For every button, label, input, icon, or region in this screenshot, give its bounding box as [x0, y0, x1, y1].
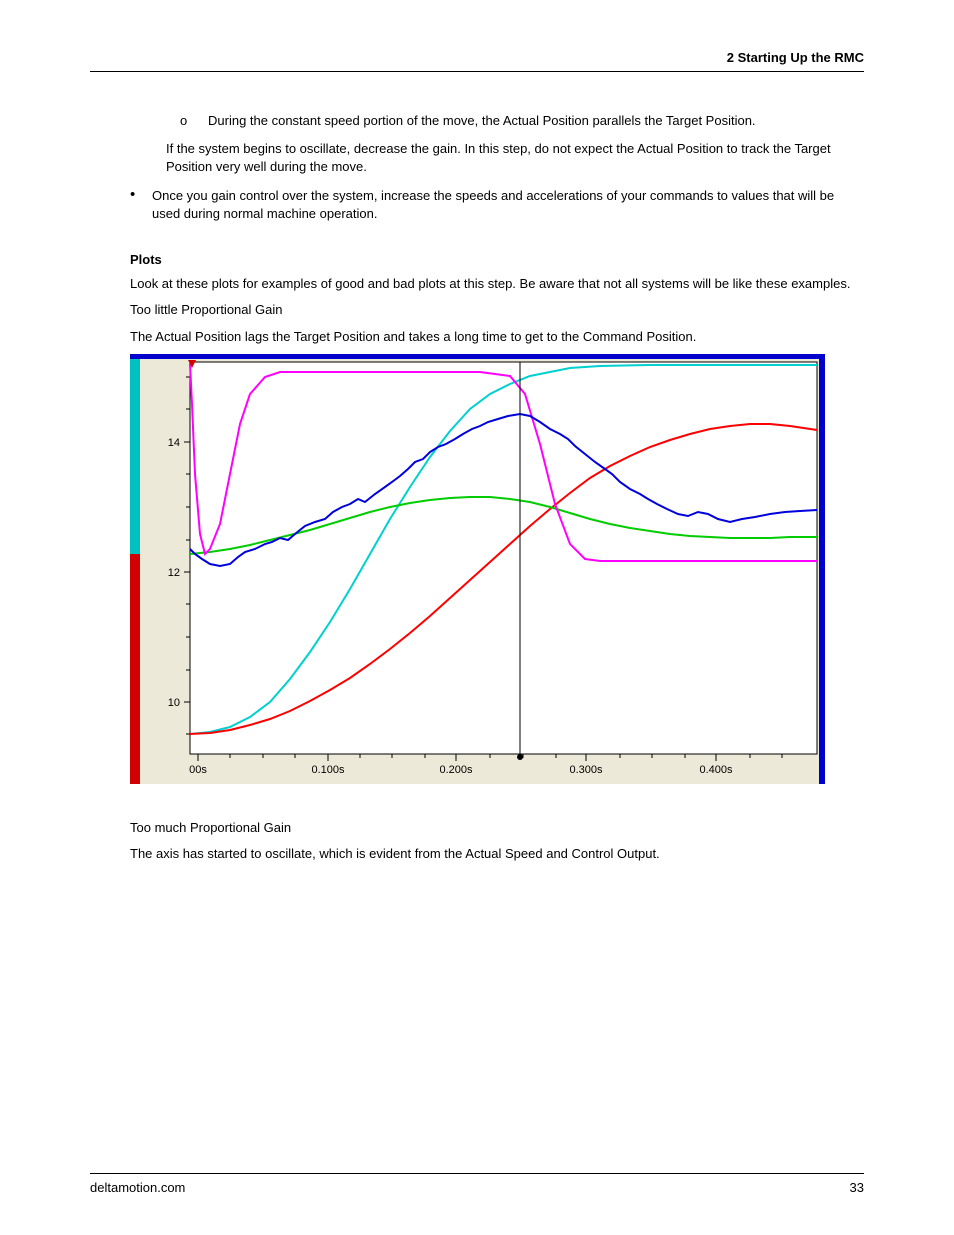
too-little-desc: The Actual Position lags the Target Posi…: [130, 328, 864, 346]
plot-chart: 14 12 10 00s 0.100s 0.200s 0.300s 0.400s: [130, 354, 864, 789]
page-content: o During the constant speed portion of t…: [90, 112, 864, 863]
svg-text:0.400s: 0.400s: [699, 764, 733, 776]
bullet-gain-control: • Once you gain control over the system,…: [130, 187, 864, 223]
too-much-desc: The axis has started to oscillate, which…: [130, 845, 864, 863]
svg-text:0.200s: 0.200s: [439, 764, 473, 776]
svg-text:0.100s: 0.100s: [311, 764, 345, 776]
svg-text:14: 14: [168, 437, 180, 449]
line-chart-svg: 14 12 10 00s 0.100s 0.200s 0.300s 0.400s: [130, 354, 825, 784]
page-header: 2 Starting Up the RMC: [90, 50, 864, 72]
svg-text:12: 12: [168, 567, 180, 579]
bullet-text: Once you gain control over the system, i…: [152, 187, 864, 223]
para-oscillate: If the system begins to oscillate, decre…: [166, 140, 864, 176]
sub-bullet-constant-speed: o During the constant speed portion of t…: [180, 112, 864, 130]
plots-intro: Look at these plots for examples of good…: [130, 275, 864, 293]
footer-page: 33: [850, 1180, 864, 1195]
too-much-title: Too much Proportional Gain: [130, 819, 864, 837]
bullet-dot-marker: •: [130, 187, 152, 223]
header-title: 2 Starting Up the RMC: [727, 50, 864, 65]
footer-site: deltamotion.com: [90, 1180, 185, 1195]
page-footer: deltamotion.com 33: [90, 1173, 864, 1195]
too-little-title: Too little Proportional Gain: [130, 301, 864, 319]
svg-text:0.300s: 0.300s: [569, 764, 603, 776]
svg-text:00s: 00s: [189, 764, 207, 776]
sub-bullet-text: During the constant speed portion of the…: [208, 112, 756, 130]
bullet-circle-marker: o: [180, 112, 208, 130]
plots-heading: Plots: [130, 251, 864, 269]
svg-text:10: 10: [168, 697, 180, 709]
